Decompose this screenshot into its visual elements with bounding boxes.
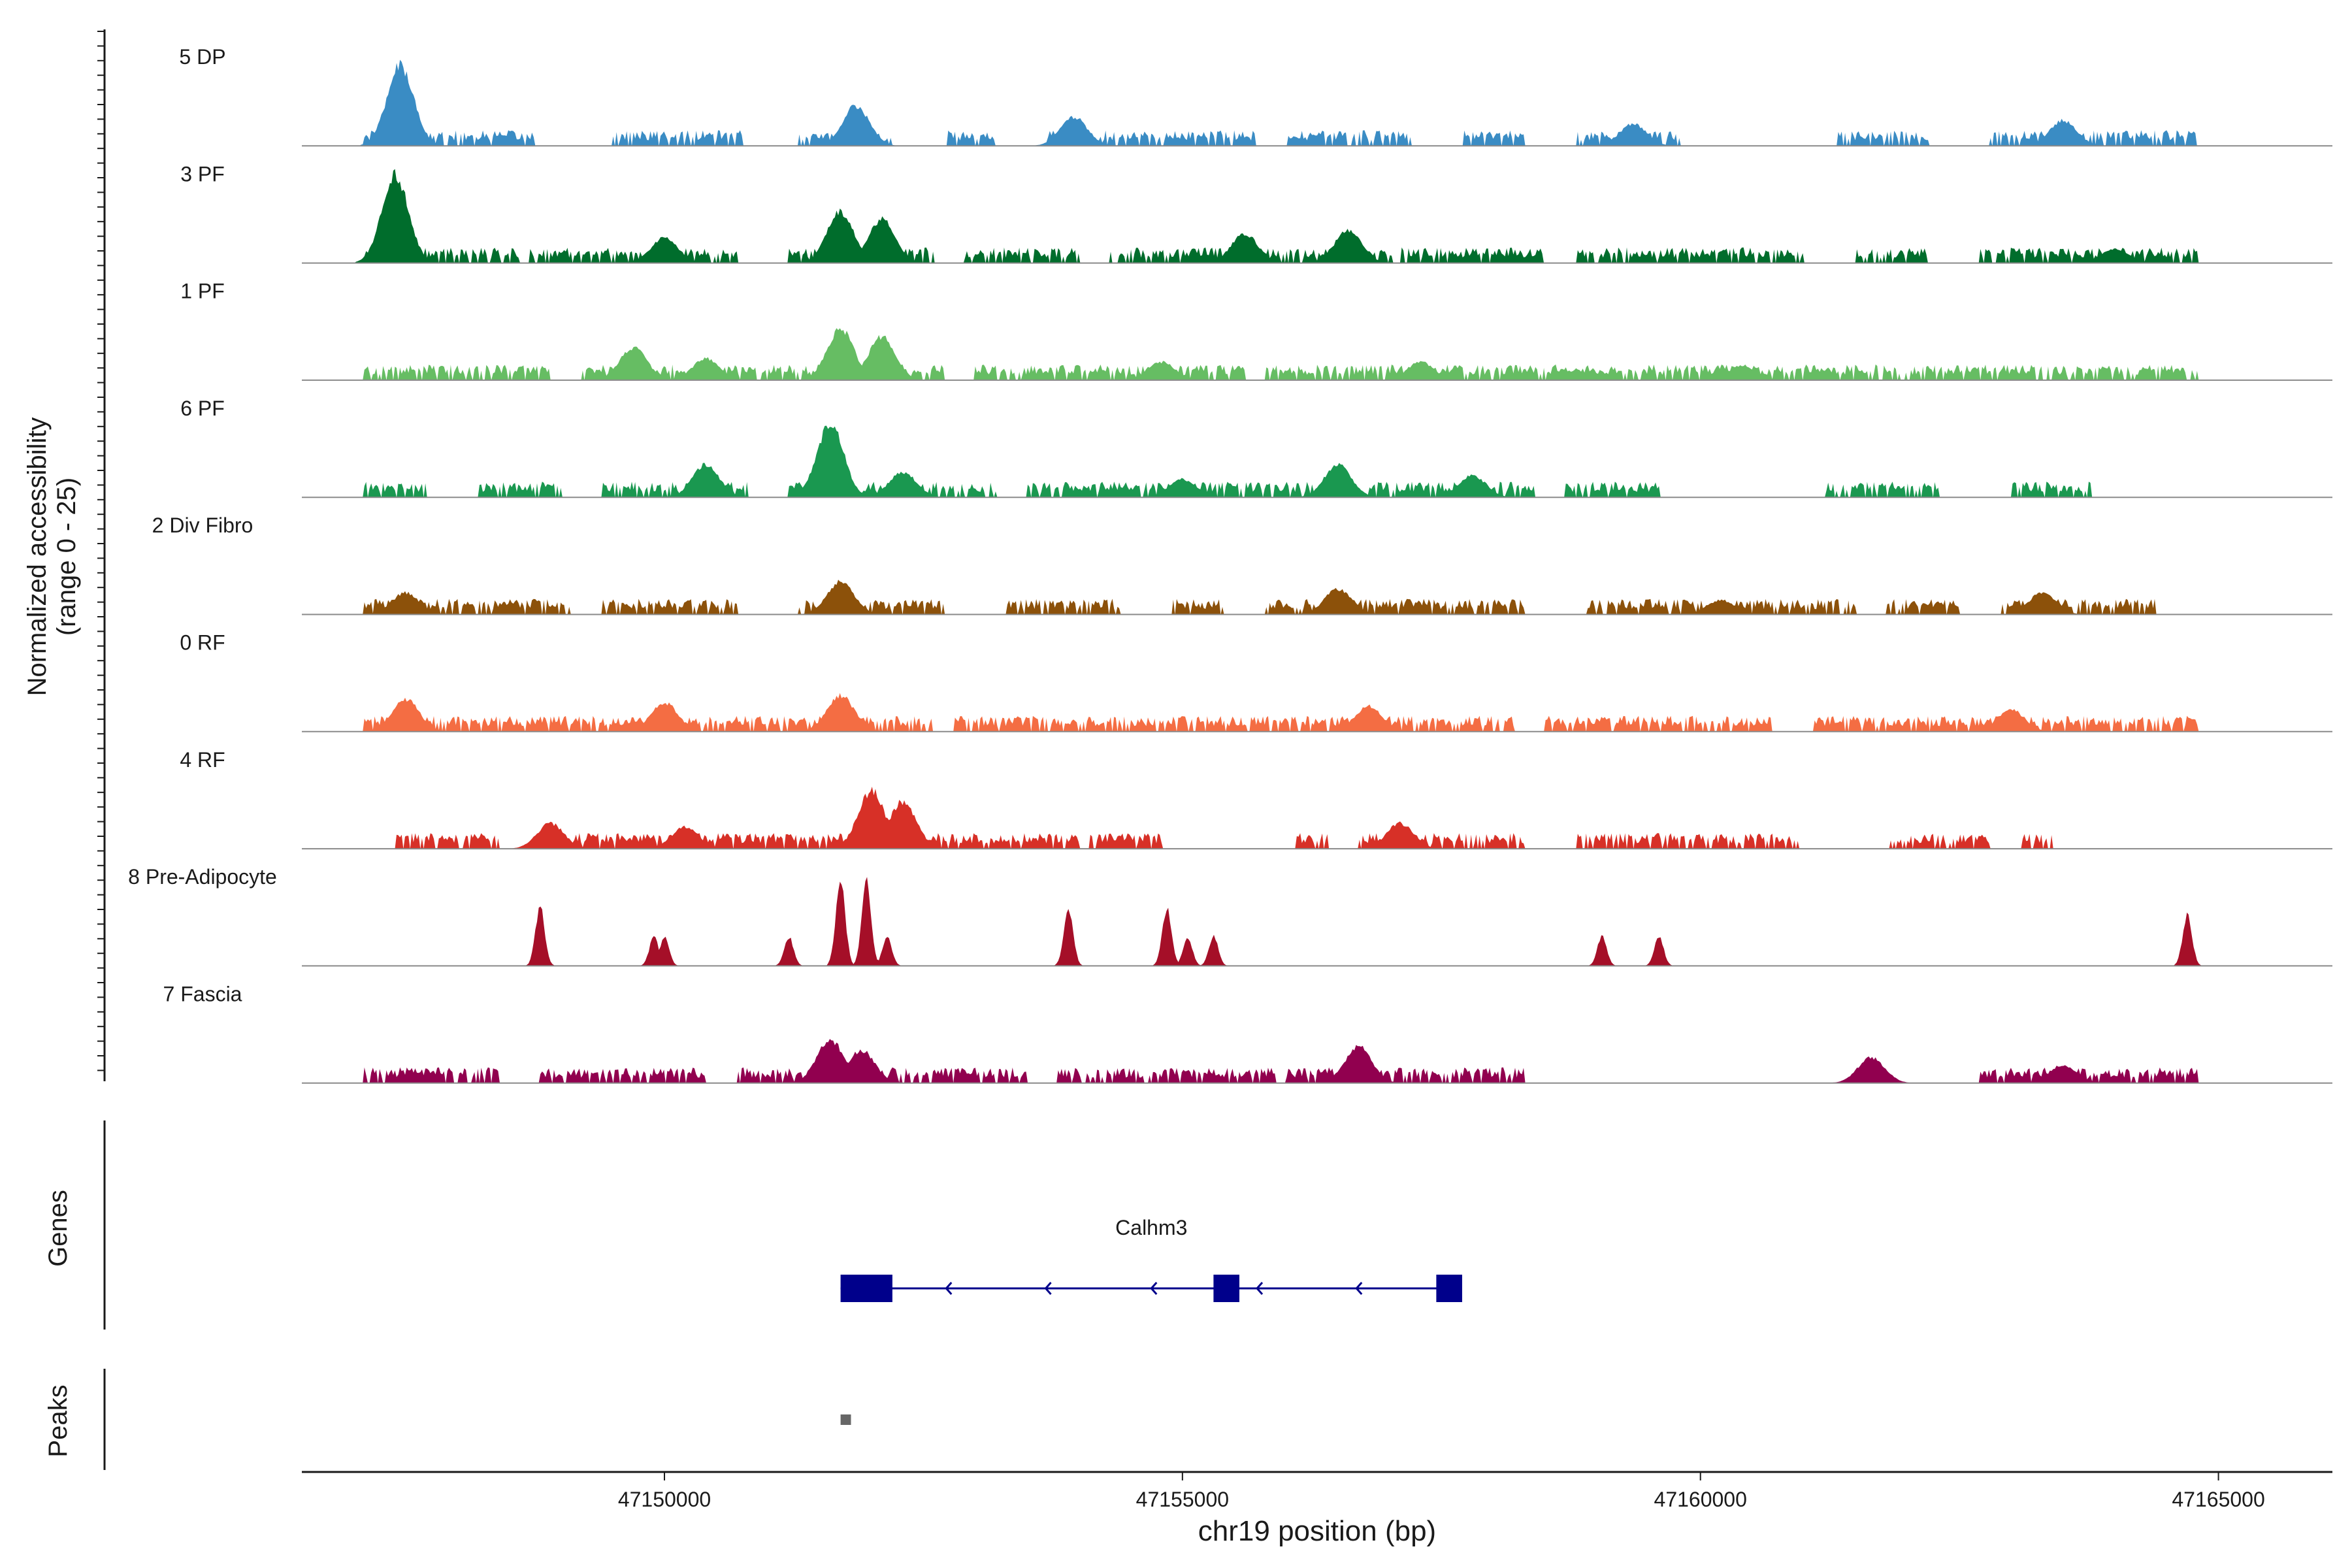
track-7-fascia: 7 Fascia: [163, 982, 2332, 1084]
gene-exon: [1436, 1275, 1462, 1302]
track-2-div-fibro: 2 Div Fibro: [152, 514, 2332, 615]
x-tick-label: 47165000: [2172, 1488, 2264, 1511]
y-axis-label: Normalized accessibility (range 0 - 25): [23, 417, 81, 696]
gene-exon: [1213, 1275, 1239, 1302]
x-tick-label: 47155000: [1136, 1488, 1229, 1511]
coverage-area: [302, 1039, 2332, 1083]
gene-exon: [840, 1275, 892, 1302]
track-label: 3 PF: [180, 162, 225, 186]
x-tick-label: 47160000: [1654, 1488, 1747, 1511]
track-1-pf: 1 PF: [180, 280, 2332, 381]
coverage-tracks: 5 DP 3 PF 1 PF 6 PF 2 Div Fibro 0 RF 4 RF 8 Pre…: [128, 45, 2332, 1084]
track-4-rf: 4 RF: [180, 748, 2332, 850]
y-axis-label-line1: Normalized accessibility: [23, 417, 52, 696]
coverage-area: [302, 59, 2332, 146]
strand-arrow: [945, 1282, 953, 1295]
track-8-pre-adipocyte: 8 Pre-Adipocyte: [128, 865, 2332, 967]
track-label: 5 DP: [179, 45, 225, 69]
track-label: 0 RF: [180, 631, 225, 655]
track-3-pf: 3 PF: [180, 162, 2332, 264]
coverage-area: [302, 169, 2332, 263]
peaks-panel: Peaks: [44, 1369, 851, 1470]
y-axis-label-line2: (range 0 - 25): [52, 478, 81, 636]
track-5-dp: 5 DP: [179, 45, 2332, 147]
strand-arrow: [1044, 1282, 1052, 1295]
y-axis-ticks: [97, 31, 105, 1071]
track-label: 8 Pre-Adipocyte: [128, 865, 277, 889]
x-tick-label: 47150000: [618, 1488, 711, 1511]
coverage-area: [302, 877, 2332, 966]
track-6-pf: 6 PF: [180, 397, 2332, 498]
coverage-area: [302, 693, 2332, 732]
strand-arrow: [1150, 1282, 1158, 1295]
peak-region: [840, 1414, 851, 1425]
coverage-area: [302, 425, 2332, 498]
gene-model: [840, 1275, 1462, 1302]
track-label: 7 Fascia: [163, 982, 242, 1005]
coverage-area: [302, 787, 2332, 849]
coverage-area: [302, 580, 2332, 615]
coverage-area: [302, 328, 2332, 380]
track-label: 1 PF: [180, 280, 225, 303]
track-0-rf: 0 RF: [180, 631, 2332, 732]
x-axis-title: chr19 position (bp): [1198, 1515, 1436, 1547]
peaks-label: Peaks: [44, 1384, 73, 1457]
gene-name-label: Calhm3: [1115, 1216, 1187, 1239]
peak-regions: [840, 1414, 851, 1425]
strand-arrow: [1256, 1282, 1264, 1295]
genes-label: Genes: [44, 1190, 73, 1267]
track-label: 4 RF: [180, 748, 225, 772]
genes-panel: Genes Calhm3: [44, 1120, 1462, 1330]
x-axis: chr19 position (bp) 47150000 47155000 4716…: [302, 1471, 2332, 1547]
track-label: 2 Div Fibro: [152, 514, 253, 537]
track-label: 6 PF: [180, 397, 225, 420]
strand-arrow: [1355, 1282, 1363, 1295]
